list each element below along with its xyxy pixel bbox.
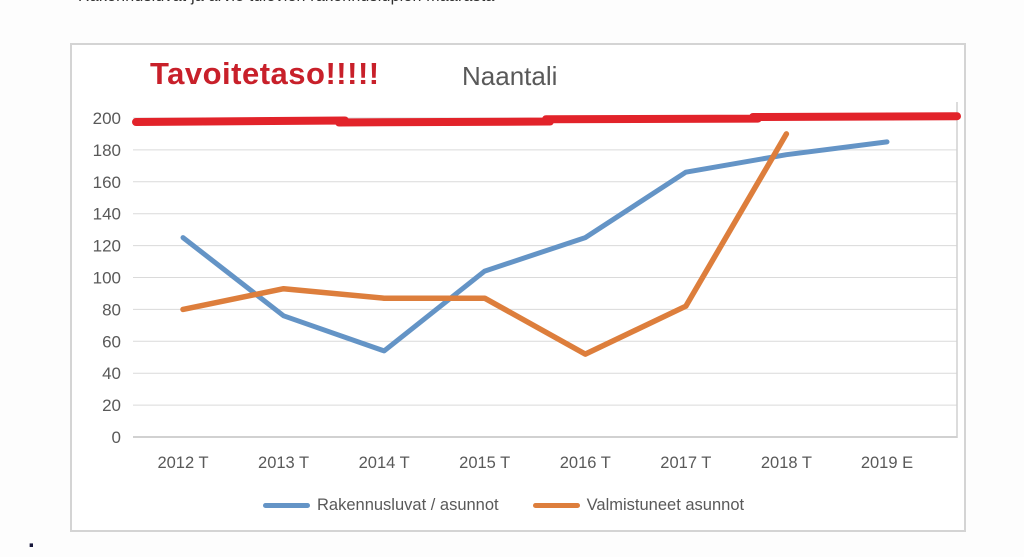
y-axis-labels: 0 20 40 60 80 100 120 140 160 180 200 [93,109,121,447]
legend-line-sample-orange [532,503,580,508]
legend-label-valmistuneet: Valmistuneet asunnot [586,496,745,514]
legend-item-valmistuneet: Valmistuneet asunnot [532,496,745,515]
gridlines [133,117,957,438]
chart-legend: Rakennusluvat / asunnot Valmistuneet asu… [263,496,744,515]
target-annotation-title: Tavoitetaso!!!!! [150,56,380,91]
x-tick-label: 2015 T [459,454,510,472]
legend-line-sample-blue [263,503,310,508]
series-line-0 [180,139,890,354]
y-tick-label: 160 [93,173,121,192]
stray-dot: . [28,526,35,553]
legend-item-rakennusluvat: Rakennusluvat / asunnot [263,496,499,515]
chart-title: Naantali [462,61,558,91]
y-tick-label: 200 [93,109,121,128]
x-tick-label: 2018 T [761,454,812,472]
x-tick-label: 2014 T [359,454,410,472]
x-tick-label: 2013 T [258,454,309,472]
target-level-line [132,112,961,127]
x-tick-label: 2017 T [660,454,711,472]
y-tick-label: 0 [112,428,121,447]
x-tick-label: 2016 T [560,454,611,472]
clipped-top-caption: Rakennusluvat ja arvio tulevien rakennus… [78,0,495,6]
series-line-1 [180,131,790,357]
legend-label-rakennusluvat: Rakennusluvat / asunnot [317,496,499,514]
y-tick-label: 20 [102,396,121,415]
y-tick-label: 140 [93,205,121,224]
y-tick-label: 60 [102,332,121,351]
x-tick-label: 2012 T [157,454,208,472]
y-tick-label: 80 [102,300,121,319]
y-tick-label: 100 [93,269,121,288]
y-tick-label: 120 [93,237,121,256]
y-tick-label: 40 [102,364,121,383]
y-tick-label: 180 [93,141,121,160]
x-axis-labels: 2012 T 2013 T 2014 T 2015 T 2016 T 2017 T 2018… [157,454,913,472]
x-tick-label: 2019 E [861,454,913,472]
